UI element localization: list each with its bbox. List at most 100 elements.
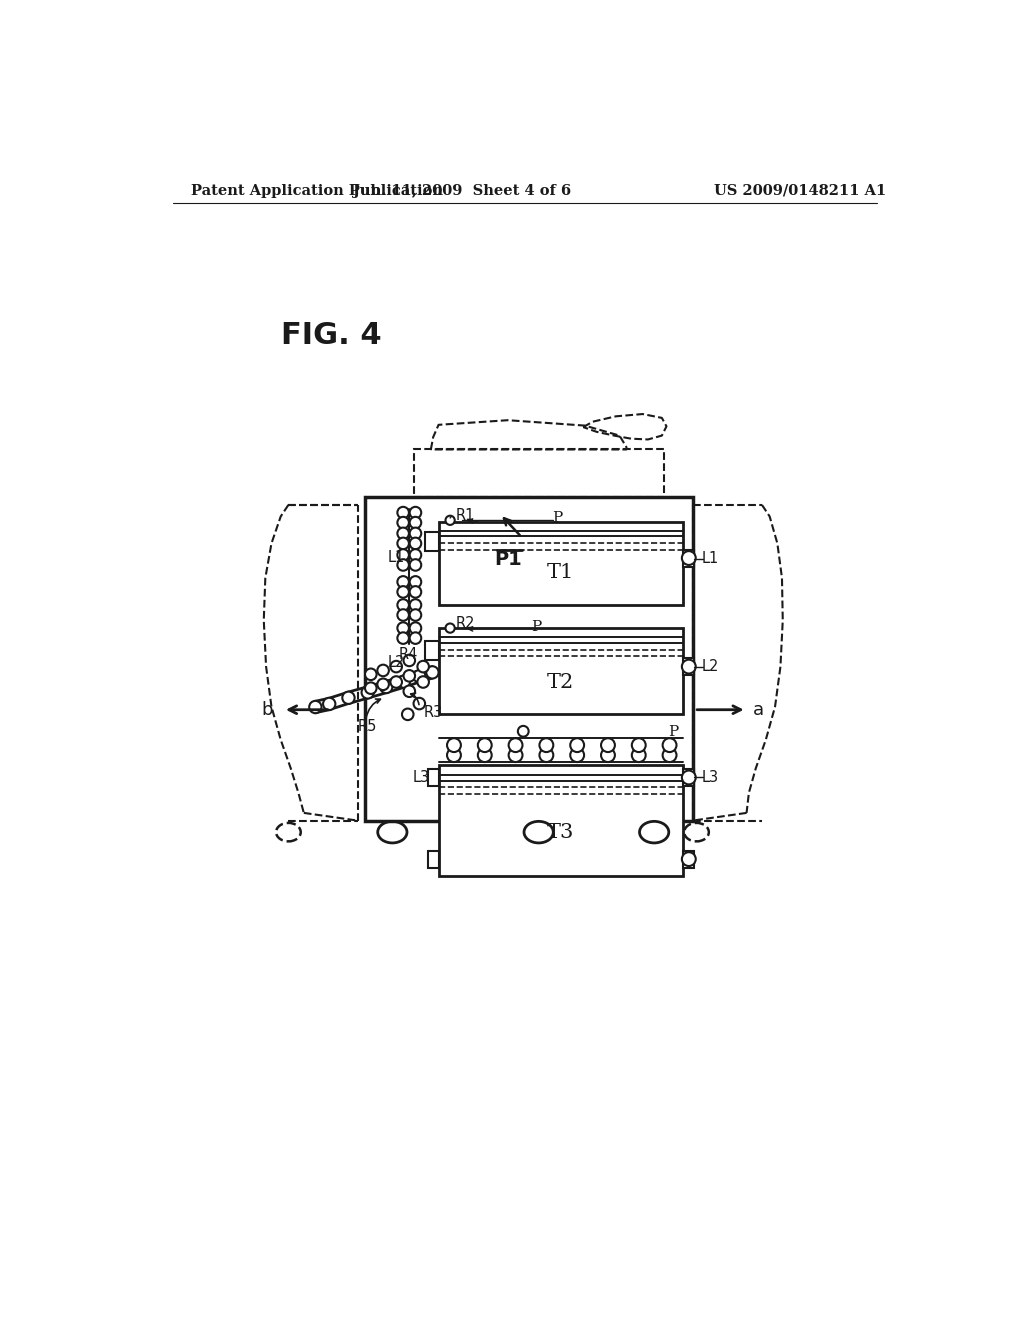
Text: R1: R1 [456, 508, 475, 523]
Text: R4: R4 [398, 647, 418, 661]
Bar [366, 498, 692, 821]
Circle shape [410, 586, 421, 598]
Text: a: a [753, 701, 764, 718]
Circle shape [682, 771, 695, 784]
Text: Patent Application Publication: Patent Application Publication [190, 183, 442, 198]
Bar [414, 449, 665, 498]
Circle shape [410, 560, 421, 570]
Text: R3: R3 [423, 705, 442, 721]
Text: L3: L3 [413, 770, 429, 785]
Circle shape [410, 632, 421, 644]
Text: P1: P1 [494, 549, 522, 569]
Circle shape [365, 668, 377, 680]
Circle shape [682, 552, 695, 565]
Text: L1: L1 [387, 549, 404, 565]
Circle shape [323, 698, 336, 710]
Circle shape [365, 682, 377, 694]
Circle shape [397, 632, 409, 644]
Circle shape [426, 667, 438, 678]
Circle shape [397, 599, 409, 611]
Circle shape [397, 507, 409, 519]
Circle shape [410, 537, 421, 549]
Circle shape [397, 560, 409, 570]
Bar [425, 532, 438, 552]
Circle shape [397, 517, 409, 528]
Bar [428, 770, 438, 785]
Bar [425, 642, 438, 660]
Circle shape [309, 701, 322, 713]
Circle shape [410, 599, 421, 611]
Bar [438, 628, 683, 714]
Circle shape [663, 738, 677, 752]
Circle shape [570, 748, 584, 762]
Text: T1: T1 [547, 564, 573, 582]
Text: P: P [531, 619, 542, 634]
Text: L1: L1 [701, 552, 719, 566]
Circle shape [378, 665, 389, 676]
FancyArrowPatch shape [411, 693, 419, 705]
Circle shape [397, 537, 409, 549]
Circle shape [418, 661, 429, 672]
Circle shape [447, 748, 461, 762]
Circle shape [570, 738, 584, 752]
Circle shape [410, 507, 421, 519]
Text: R2: R2 [456, 616, 475, 631]
Text: Jun. 11, 2009  Sheet 4 of 6: Jun. 11, 2009 Sheet 4 of 6 [352, 183, 570, 198]
Circle shape [390, 676, 402, 688]
Circle shape [632, 748, 646, 762]
Text: P: P [668, 725, 678, 739]
Circle shape [445, 516, 455, 525]
Circle shape [378, 678, 389, 690]
Circle shape [397, 528, 409, 539]
Circle shape [601, 748, 614, 762]
Circle shape [509, 748, 522, 762]
Circle shape [682, 660, 695, 673]
Circle shape [402, 709, 414, 721]
Circle shape [410, 528, 421, 539]
Circle shape [540, 738, 553, 752]
Circle shape [518, 726, 528, 737]
Circle shape [403, 671, 415, 681]
Circle shape [410, 549, 421, 561]
Text: R5: R5 [357, 719, 377, 734]
Circle shape [403, 685, 415, 697]
Circle shape [478, 738, 492, 752]
Bar [438, 521, 683, 605]
Circle shape [418, 676, 429, 688]
Circle shape [410, 576, 421, 587]
Circle shape [682, 853, 695, 866]
Text: US 2009/0148211 A1: US 2009/0148211 A1 [715, 183, 887, 198]
Circle shape [410, 517, 421, 528]
Text: b: b [261, 701, 273, 718]
Circle shape [414, 698, 425, 709]
Circle shape [397, 549, 409, 561]
Text: L3: L3 [701, 770, 719, 785]
Text: T3: T3 [547, 822, 573, 842]
Text: L2: L2 [387, 655, 404, 671]
Circle shape [540, 748, 553, 762]
Bar [438, 766, 683, 876]
Circle shape [397, 622, 409, 634]
Bar [683, 659, 694, 675]
Circle shape [447, 738, 461, 752]
Circle shape [380, 681, 392, 693]
Circle shape [410, 610, 421, 620]
Circle shape [397, 676, 410, 688]
FancyArrowPatch shape [366, 700, 380, 718]
Circle shape [397, 586, 409, 598]
Text: T2: T2 [547, 672, 573, 692]
Circle shape [390, 661, 402, 672]
Circle shape [413, 671, 425, 682]
Circle shape [342, 692, 354, 704]
Circle shape [397, 576, 409, 587]
Circle shape [601, 738, 614, 752]
Text: P: P [553, 511, 563, 525]
Circle shape [397, 610, 409, 620]
Circle shape [445, 623, 455, 632]
Circle shape [632, 738, 646, 752]
Bar [683, 850, 694, 867]
Circle shape [663, 748, 677, 762]
Circle shape [410, 622, 421, 634]
Text: FIG. 4: FIG. 4 [281, 321, 381, 350]
Text: L2: L2 [701, 659, 719, 675]
